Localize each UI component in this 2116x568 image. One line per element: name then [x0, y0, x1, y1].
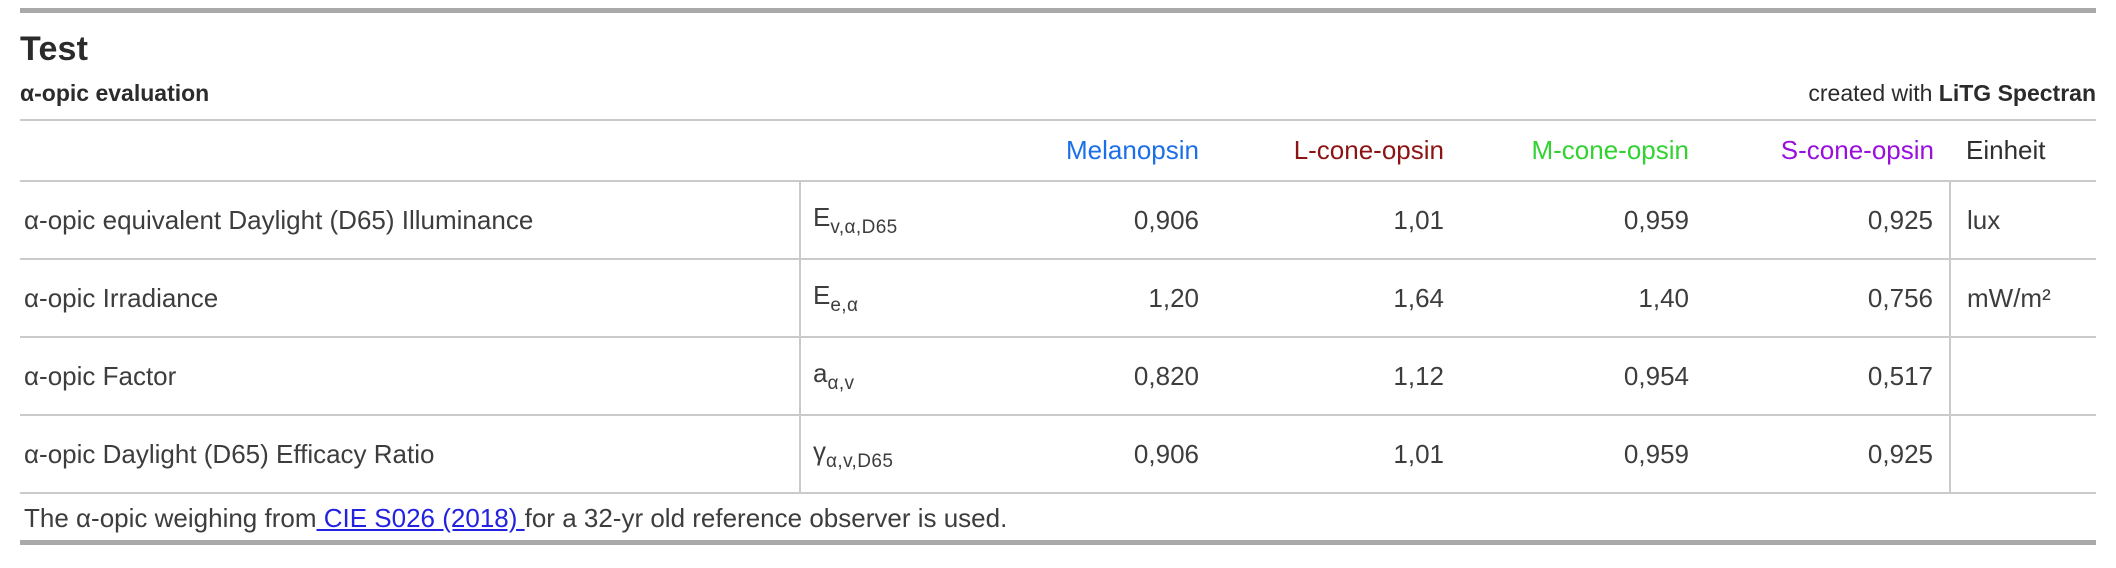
value-cell: 1,20 — [970, 259, 1215, 338]
bottom-divider — [20, 540, 2096, 545]
credit-text: created with LiTG Spectran — [1808, 80, 2096, 107]
unit-cell — [1949, 415, 2096, 494]
value-cell: 1,01 — [1215, 181, 1460, 260]
cie-s026-link[interactable]: CIE S026 (2018) — [316, 503, 525, 533]
symbol-subscript: α,v,D65 — [826, 450, 894, 472]
row-symbol: aα,v — [799, 337, 970, 416]
symbol-base: E — [813, 201, 831, 232]
footnote-text-after: for a 32-yr old reference observer is us… — [524, 503, 1008, 533]
value-cell: 0,906 — [970, 181, 1215, 260]
symbol-base: E — [813, 279, 831, 310]
header-spacer — [20, 120, 970, 182]
report-header: Test α-opic evaluation created with LiTG… — [20, 13, 2096, 119]
column-header-einheit: Einheit — [1950, 120, 2096, 182]
row-label: α-opic Factor — [20, 337, 800, 416]
row-symbol: Ev,α,D65 — [799, 181, 970, 260]
table-row: α-opic equivalent Daylight (D65) Illumin… — [20, 181, 2096, 260]
column-header-melanopsin: Melanopsin — [970, 120, 1215, 182]
symbol-subscript: α,v — [827, 372, 855, 394]
footnote-text-before: The α-opic weighing from — [24, 503, 317, 533]
row-symbol: Ee,α — [799, 259, 970, 338]
top-divider — [20, 8, 2096, 13]
page-subtitle: α-opic evaluation — [20, 80, 210, 106]
value-cell: 0,925 — [1705, 181, 1950, 260]
value-cell: 0,820 — [970, 337, 1215, 416]
value-cell: 0,756 — [1705, 259, 1950, 338]
value-cell: 1,01 — [1215, 415, 1460, 494]
value-cell: 1,64 — [1215, 259, 1460, 338]
row-label: α-opic Irradiance — [20, 259, 800, 338]
table-header-row: Melanopsin L-cone-opsin M-cone-opsin S-c… — [20, 120, 2096, 182]
value-cell: 0,517 — [1705, 337, 1950, 416]
subtitle-row: α-opic evaluation created with LiTG Spec… — [20, 80, 2096, 119]
page-title: Test — [20, 30, 89, 68]
value-cell: 0,954 — [1460, 337, 1705, 416]
row-label: α-opic Daylight (D65) Efficacy Ratio — [20, 415, 800, 494]
symbol-base: γ — [813, 435, 826, 466]
unit-cell: lux — [1949, 181, 2096, 260]
value-cell: 0,925 — [1705, 415, 1950, 494]
footnote: The α-opic weighing from CIE S026 (2018)… — [20, 494, 2096, 540]
symbol-subscript: v,α,D65 — [830, 216, 898, 238]
column-header-l-cone-opsin: L-cone-opsin — [1215, 120, 1460, 182]
alpha-opic-table: Melanopsin L-cone-opsin M-cone-opsin S-c… — [20, 119, 2096, 494]
value-cell: 1,12 — [1215, 337, 1460, 416]
brand-name: LiTG Spectran — [1938, 80, 2096, 106]
credit-prefix: created with — [1808, 80, 1933, 106]
column-header-s-cone-opsin: S-cone-opsin — [1705, 120, 1950, 182]
value-cell: 0,906 — [970, 415, 1215, 494]
value-cell: 0,959 — [1460, 181, 1705, 260]
value-cell: 0,959 — [1460, 415, 1705, 494]
row-symbol: γα,v,D65 — [799, 415, 970, 494]
column-header-m-cone-opsin: M-cone-opsin — [1460, 120, 1705, 182]
unit-cell: mW/m² — [1949, 259, 2096, 338]
table-row: α-opic Irradiance Ee,α 1,20 1,64 1,40 0,… — [20, 259, 2096, 338]
table-row: α-opic Daylight (D65) Efficacy Ratio γα,… — [20, 415, 2096, 494]
value-cell: 1,40 — [1460, 259, 1705, 338]
symbol-subscript: e,α — [830, 294, 859, 316]
table-row: α-opic Factor aα,v 0,820 1,12 0,954 0,51… — [20, 337, 2096, 416]
row-label: α-opic equivalent Daylight (D65) Illumin… — [20, 181, 800, 260]
symbol-base: a — [813, 357, 828, 388]
unit-cell — [1949, 337, 2096, 416]
